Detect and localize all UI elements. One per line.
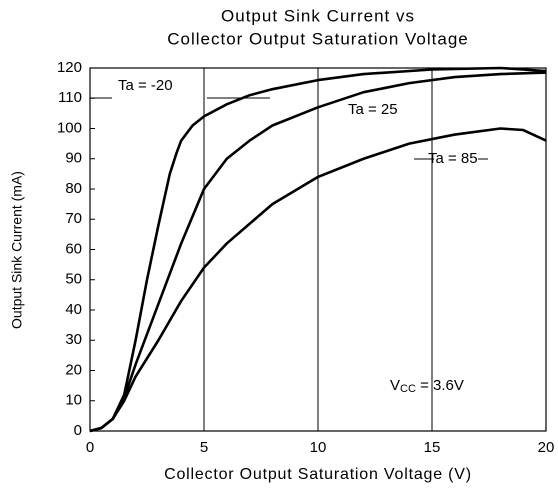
chart-title: Output Sink Current vs: [221, 6, 415, 25]
series-label: Ta = 85: [428, 150, 478, 167]
y-tick-label: 30: [65, 331, 82, 348]
series-label: Ta = 25: [348, 101, 398, 118]
y-tick-label: 100: [57, 119, 82, 136]
series-line: [89, 127, 547, 433]
condition-sub: CC: [400, 383, 416, 395]
y-tick-label: 20: [65, 361, 82, 378]
x-tick-label: 5: [200, 439, 208, 456]
series-label: Ta = -20: [118, 77, 173, 94]
y-tick-label: 110: [58, 89, 82, 106]
y-tick-label: 0: [74, 422, 82, 439]
y-tick-label: 60: [65, 240, 82, 257]
y-tick-label: 40: [65, 301, 82, 318]
chart-title: Collector Output Saturation Voltage: [167, 29, 469, 48]
leaders: [90, 97, 488, 160]
y-tick-label: 50: [65, 271, 82, 288]
condition-main: V: [390, 377, 400, 394]
x-axis-label: Collector Output Saturation Voltage (V): [164, 466, 472, 483]
x-tick-label: 15: [424, 439, 441, 456]
y-tick-label: 10: [65, 392, 82, 409]
series-line: [89, 66, 547, 433]
y-tick-label: 90: [65, 150, 82, 167]
y-axis-label: Output Sink Current (mA): [9, 171, 25, 329]
condition-rest: = 3.6V: [416, 377, 464, 394]
condition-label: VCC = 3.6V: [390, 377, 464, 395]
y-tick-label: 80: [65, 180, 82, 197]
x-tick-label: 20: [538, 439, 555, 456]
y-tick-label: 120: [57, 59, 82, 76]
y-tick-label: 70: [65, 210, 82, 227]
x-tick-label: 10: [310, 439, 327, 456]
x-tick-label: 0: [86, 439, 94, 456]
